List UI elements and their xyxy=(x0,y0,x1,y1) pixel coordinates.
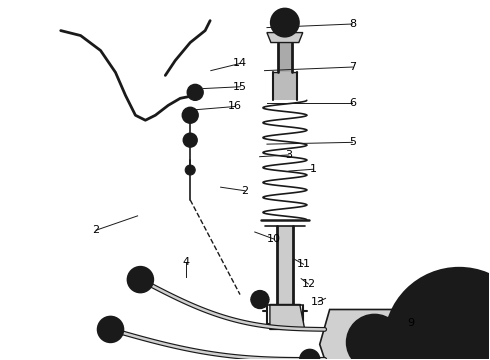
Circle shape xyxy=(187,84,203,100)
Text: 11: 11 xyxy=(296,259,311,269)
Circle shape xyxy=(369,337,379,347)
Circle shape xyxy=(300,349,319,360)
Circle shape xyxy=(462,318,470,325)
Text: 14: 14 xyxy=(233,58,247,68)
Circle shape xyxy=(277,15,293,31)
Circle shape xyxy=(438,325,445,333)
Ellipse shape xyxy=(409,324,419,360)
Text: 8: 8 xyxy=(349,19,356,29)
Text: 12: 12 xyxy=(301,279,316,289)
Text: 13: 13 xyxy=(311,297,325,307)
Circle shape xyxy=(438,351,445,359)
Text: 9: 9 xyxy=(407,319,415,328)
Text: 4: 4 xyxy=(183,257,190,267)
Circle shape xyxy=(346,315,402,360)
Text: 7: 7 xyxy=(349,62,356,72)
Ellipse shape xyxy=(424,320,438,360)
Text: 3: 3 xyxy=(286,150,293,160)
Text: 16: 16 xyxy=(228,102,242,112)
Ellipse shape xyxy=(426,324,436,360)
Text: 5: 5 xyxy=(349,138,356,147)
Circle shape xyxy=(462,359,470,360)
Circle shape xyxy=(305,354,315,360)
Circle shape xyxy=(186,111,194,119)
Circle shape xyxy=(255,294,265,305)
Circle shape xyxy=(399,283,490,360)
Circle shape xyxy=(127,267,153,293)
Circle shape xyxy=(355,323,394,360)
Circle shape xyxy=(419,354,439,360)
Circle shape xyxy=(98,316,123,342)
Bar xyxy=(399,327,489,358)
Circle shape xyxy=(183,133,197,147)
Text: 1: 1 xyxy=(310,164,317,174)
Circle shape xyxy=(363,330,387,354)
Circle shape xyxy=(385,268,490,360)
Ellipse shape xyxy=(407,320,421,360)
Bar xyxy=(273,72,297,100)
Circle shape xyxy=(271,9,299,37)
Ellipse shape xyxy=(444,324,454,360)
Circle shape xyxy=(187,137,193,143)
Circle shape xyxy=(182,107,198,123)
Text: 2: 2 xyxy=(93,225,99,235)
Text: 15: 15 xyxy=(233,82,247,92)
Bar xyxy=(278,42,292,72)
Polygon shape xyxy=(270,305,305,329)
Text: 2: 2 xyxy=(242,186,248,196)
Circle shape xyxy=(103,323,118,336)
Circle shape xyxy=(251,291,269,309)
Ellipse shape xyxy=(442,320,456,360)
Circle shape xyxy=(477,338,485,346)
Text: 6: 6 xyxy=(349,98,356,108)
Polygon shape xyxy=(319,310,419,360)
Circle shape xyxy=(133,273,147,287)
Polygon shape xyxy=(267,32,303,42)
Bar xyxy=(277,226,293,305)
Circle shape xyxy=(185,165,195,175)
Circle shape xyxy=(281,19,289,27)
Circle shape xyxy=(429,312,489,360)
Text: 10: 10 xyxy=(267,234,281,244)
